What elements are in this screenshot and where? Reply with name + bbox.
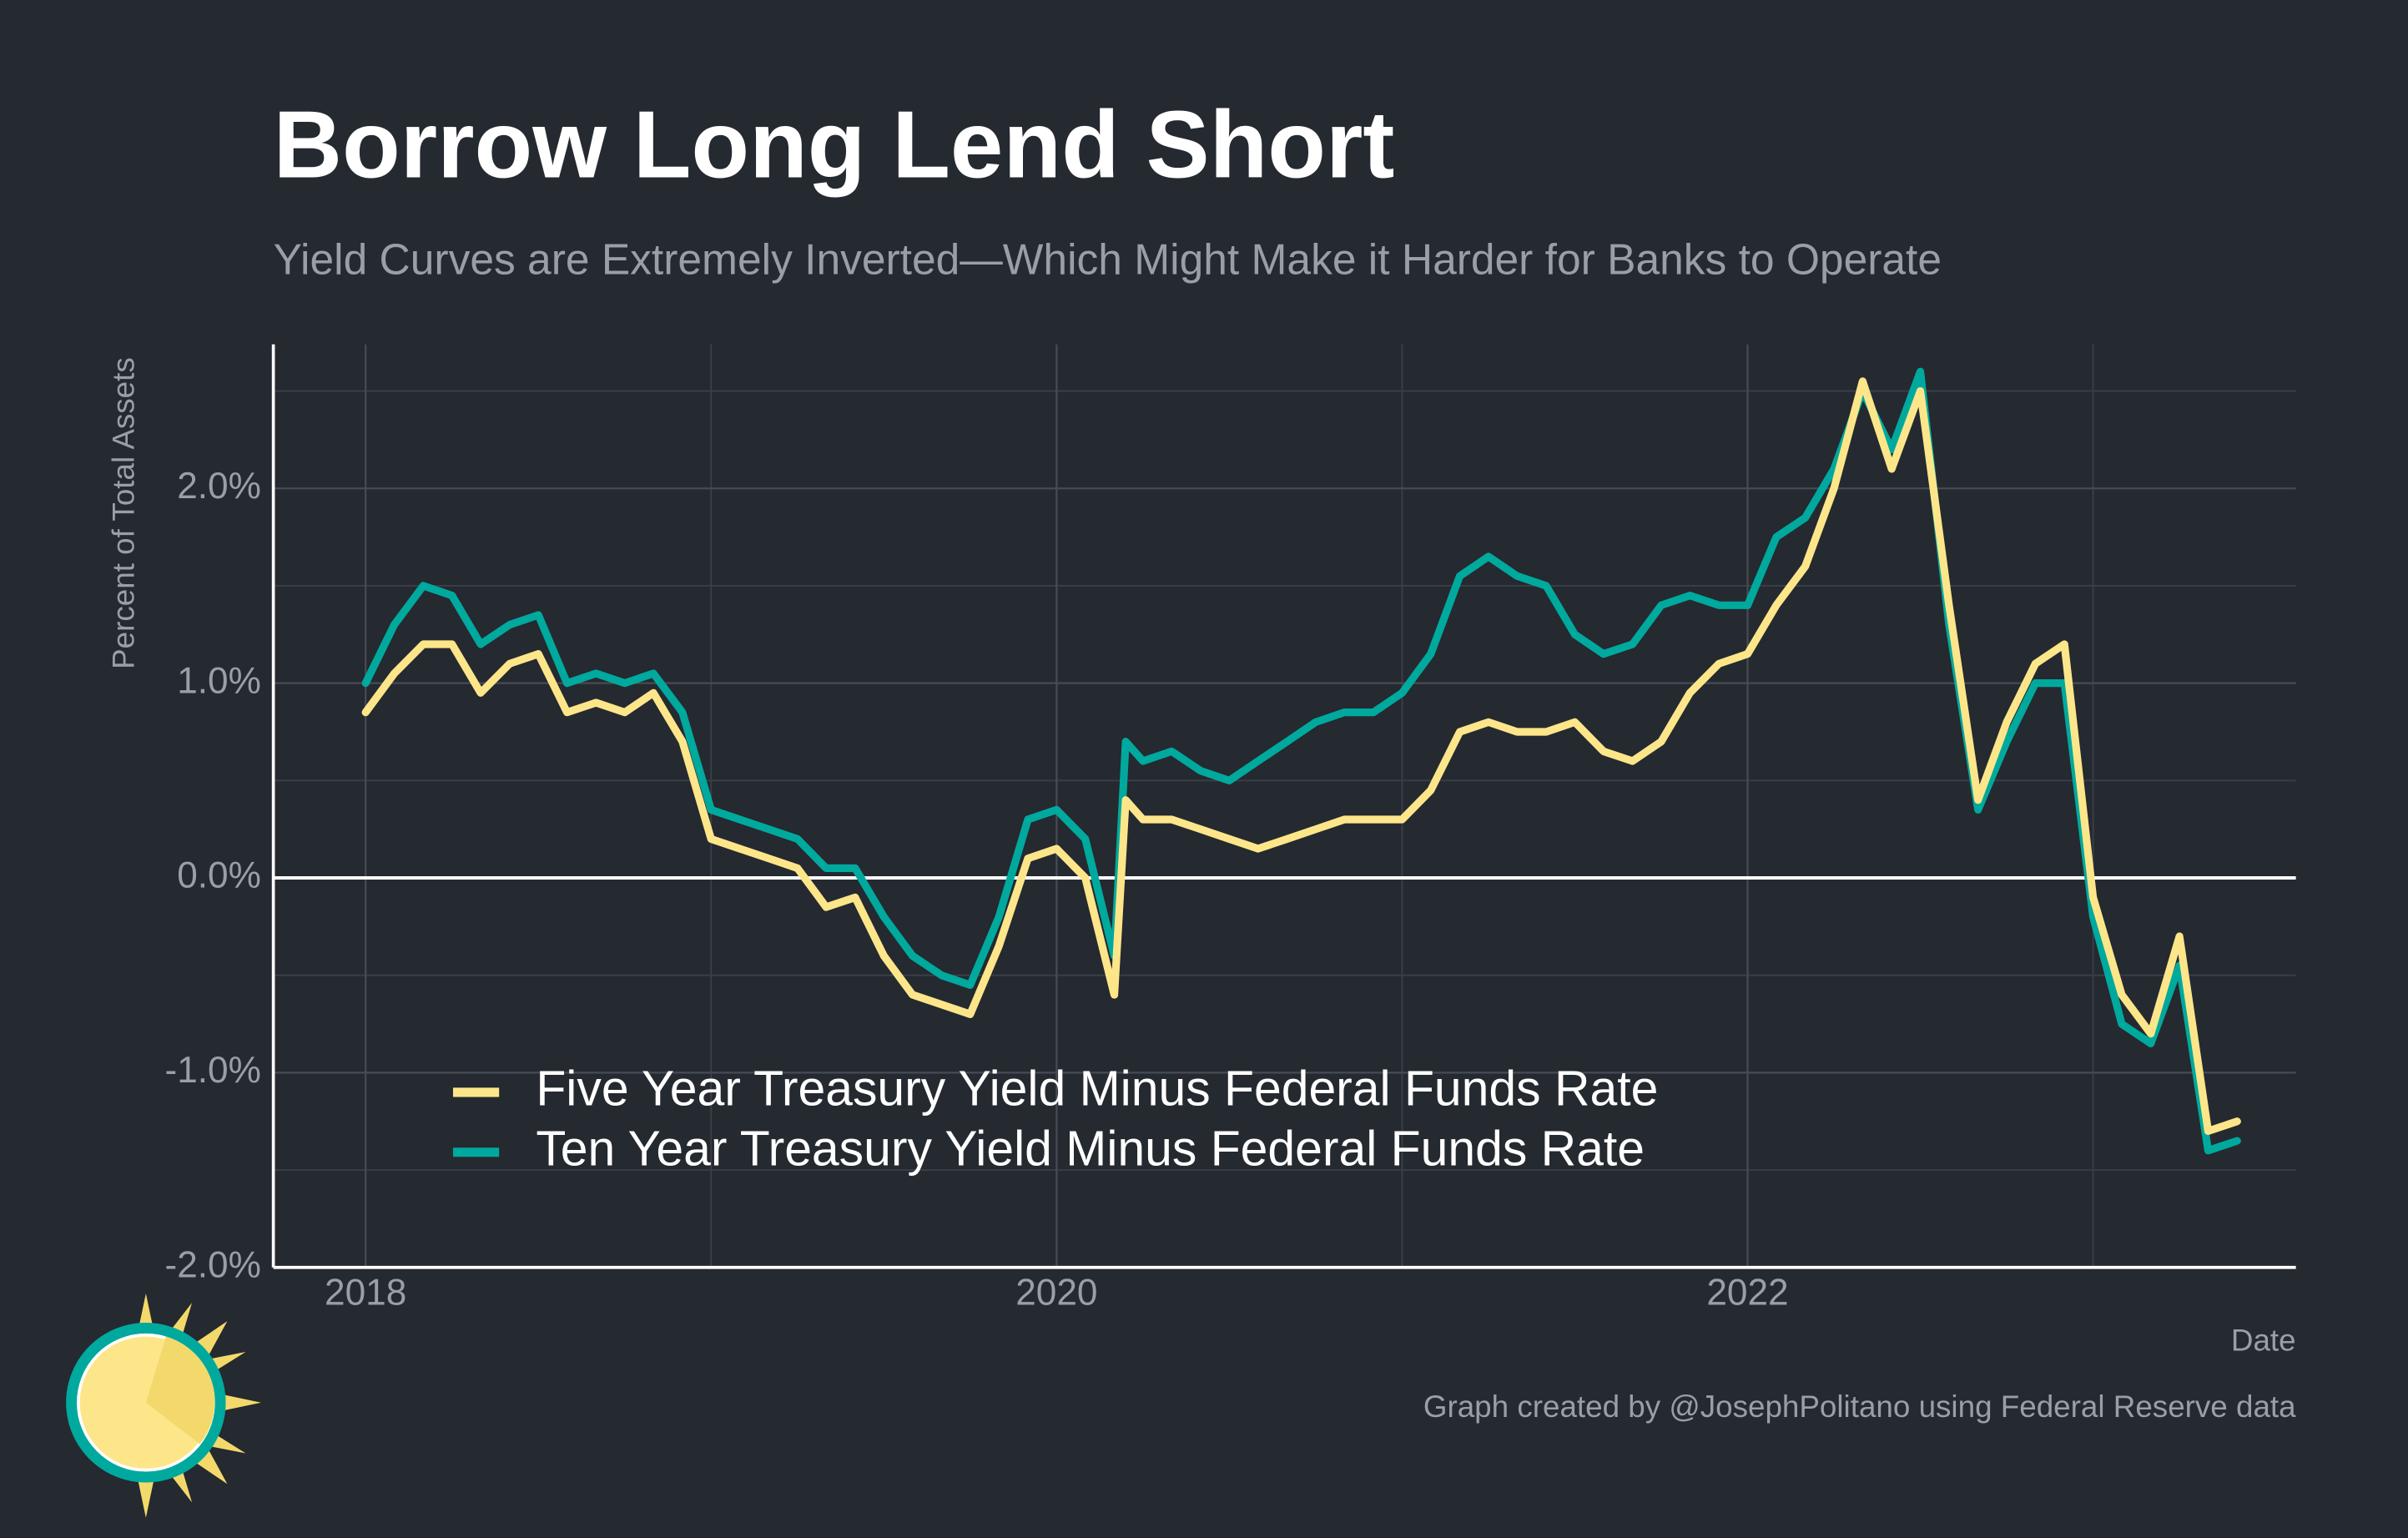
chart-subtitle: Yield Curves are Extremely Inverted—Whic… bbox=[274, 235, 1942, 284]
y-tick-label: 2.0% bbox=[177, 466, 261, 507]
y-axis-label: Percent of Total Assets bbox=[107, 357, 141, 669]
legend: Five Year Treasury Yield Minus Federal F… bbox=[452, 1062, 1658, 1176]
y-tick-label: -2.0% bbox=[165, 1244, 261, 1285]
data-line bbox=[361, 377, 2241, 1135]
data-line bbox=[361, 367, 2241, 1155]
x-axis-label: Date bbox=[2231, 1324, 2296, 1358]
x-tick-label: 2018 bbox=[325, 1273, 406, 1314]
y-tick-label: 0.0% bbox=[177, 855, 261, 896]
chart-title: Borrow Long Lend Short bbox=[274, 93, 1395, 199]
caption: Graph created by @JosephPolitano using F… bbox=[1423, 1389, 2296, 1424]
logo bbox=[66, 1293, 261, 1518]
y-tick-label: 1.0% bbox=[177, 660, 261, 701]
legend-label: Five Year Treasury Yield Minus Federal F… bbox=[536, 1062, 1658, 1117]
legend-label: Ten Year Treasury Yield Minus Federal Fu… bbox=[536, 1122, 1645, 1176]
x-tick-label: 2020 bbox=[1015, 1273, 1097, 1314]
y-tick-label: -1.0% bbox=[165, 1050, 261, 1091]
x-tick-label: 2022 bbox=[1706, 1273, 1788, 1314]
